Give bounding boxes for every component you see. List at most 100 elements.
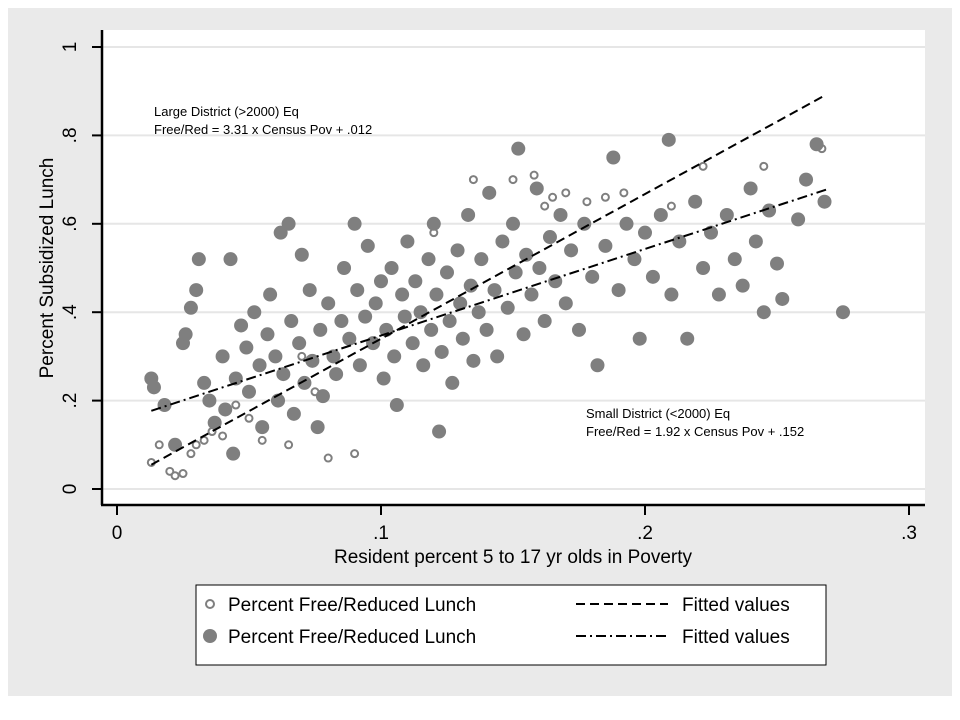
solid-point (516, 327, 531, 342)
hollow-point (244, 413, 254, 423)
solid-point (350, 283, 365, 298)
hollow-point (529, 170, 539, 180)
solid-point (661, 132, 676, 147)
solid-point (638, 225, 652, 240)
solid-point (239, 340, 254, 355)
solid-point (294, 247, 309, 262)
hollow-point (561, 188, 571, 198)
solid-point (292, 336, 307, 351)
solid-point (463, 278, 478, 293)
solid-point (223, 252, 238, 267)
solid-point (215, 349, 230, 364)
solid-point (519, 247, 534, 262)
solid-point (191, 252, 206, 267)
solid-point (255, 420, 270, 435)
solid-point (426, 216, 441, 231)
solid-point (315, 389, 330, 404)
solid-point (413, 305, 428, 320)
hollow-point (759, 161, 769, 171)
solid-point (743, 181, 758, 196)
solid-point (553, 207, 568, 222)
solid-point (329, 367, 344, 382)
solid-point (809, 137, 824, 152)
solid-point (218, 402, 233, 417)
legend-label-hollow: Percent Free/Reduced Lunch (228, 595, 476, 616)
hollow-point (350, 449, 360, 459)
solid-point (374, 274, 388, 289)
solid-point (711, 287, 726, 302)
solid-point (424, 322, 439, 337)
solid-point (400, 234, 415, 249)
solid-point (577, 216, 592, 231)
solid-point (321, 296, 336, 311)
solid-point (226, 446, 241, 461)
solid-point (284, 314, 299, 329)
solid-point (791, 212, 806, 227)
x-axis-title: Resident percent 5 to 17 yr olds in Pove… (334, 547, 693, 568)
solid-point (482, 185, 497, 200)
solid-point (242, 384, 256, 399)
solid-point (770, 256, 784, 271)
solid-point (347, 216, 362, 231)
hollow-point (619, 188, 629, 198)
solid-point (432, 424, 447, 439)
solid-point (558, 296, 573, 311)
solid-point (471, 305, 486, 320)
solid-point (168, 437, 183, 452)
solid-point (434, 344, 449, 359)
solid-point (384, 261, 399, 275)
solid-point (342, 331, 357, 346)
solid-point (461, 207, 476, 222)
hollow-point (297, 351, 307, 361)
solid-point (606, 150, 621, 165)
hollow-point (600, 192, 610, 202)
solid-point (590, 358, 605, 373)
solid-point (268, 349, 283, 364)
solid-point (297, 375, 312, 390)
solid-point (495, 234, 510, 249)
solid-point (453, 296, 468, 311)
solid-point (508, 265, 523, 280)
legend-label-dashdot: Fitted values (682, 627, 790, 648)
solid-point (466, 353, 481, 368)
legend-label-dashed: Fitted values (682, 595, 790, 616)
solid-point (619, 216, 634, 231)
solid-point (189, 283, 204, 298)
annotation-small-line1: Small District (<2000) Eq (586, 406, 730, 421)
annotation-large-line1: Large District (>2000) Eq (154, 104, 299, 119)
solid-point (197, 375, 212, 390)
solid-point (627, 252, 642, 267)
y-tick-label: .6 (60, 216, 81, 232)
x-tick-label: .2 (637, 523, 653, 544)
annotation-large-line2: Free/Red = 3.31 x Census Pov + .012 (154, 122, 372, 137)
solid-point (653, 207, 668, 222)
solid-point (352, 358, 367, 373)
axis-ticks: 0 .2 .4 .6 .8 1 0 .1 .2 .3 (60, 42, 917, 544)
x-tick-label: .3 (901, 523, 917, 544)
solid-point (537, 314, 552, 329)
legend-label-solid: Percent Free/Reduced Lunch (228, 627, 476, 648)
solid-point (680, 331, 695, 346)
hollow-point (170, 471, 180, 481)
solid-point (688, 194, 703, 209)
solid-point (276, 367, 291, 382)
legend-hollow-marker (205, 599, 215, 609)
y-tick-label: .2 (60, 393, 81, 409)
fitted-line-large (150, 94, 826, 466)
solid-point (548, 274, 563, 289)
solid-point (202, 393, 217, 408)
hollow-point (548, 192, 558, 202)
fitted-lines (150, 94, 831, 466)
hollow-point (257, 435, 267, 445)
solid-point (387, 349, 402, 364)
solid-point (234, 318, 249, 333)
solid-point (735, 278, 750, 293)
solid-point (474, 252, 489, 267)
solid-point (645, 269, 660, 284)
solid-point (817, 194, 832, 209)
hollow-point (154, 440, 164, 450)
solid-point (442, 314, 457, 329)
solid-point (727, 252, 742, 267)
solid-point (389, 398, 404, 413)
